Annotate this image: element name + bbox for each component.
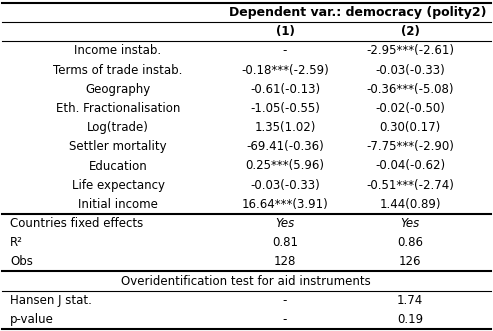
Text: Yes: Yes <box>400 217 420 230</box>
Text: 1.35(1.02): 1.35(1.02) <box>254 121 316 134</box>
Text: 126: 126 <box>399 256 421 268</box>
Text: Countries fixed effects: Countries fixed effects <box>10 217 143 230</box>
Text: Obs: Obs <box>10 256 33 268</box>
Text: Terms of trade instab.: Terms of trade instab. <box>53 64 183 76</box>
Text: Income instab.: Income instab. <box>74 44 162 58</box>
Text: 128: 128 <box>274 256 296 268</box>
Text: -2.95***(-2.61): -2.95***(-2.61) <box>366 44 454 58</box>
Text: p-value: p-value <box>10 313 54 326</box>
Text: (2): (2) <box>400 25 420 38</box>
Text: 0.30(0.17): 0.30(0.17) <box>380 121 441 134</box>
Text: 0.81: 0.81 <box>272 236 298 249</box>
Text: -0.02(-0.50): -0.02(-0.50) <box>375 102 445 115</box>
Text: 16.64***(3.91): 16.64***(3.91) <box>242 198 328 211</box>
Text: R²: R² <box>10 236 23 249</box>
Text: Eth. Fractionalisation: Eth. Fractionalisation <box>56 102 180 115</box>
Text: -0.04(-0.62): -0.04(-0.62) <box>375 160 445 172</box>
Text: -0.51***(-2.74): -0.51***(-2.74) <box>366 179 454 192</box>
Text: Geography: Geography <box>85 83 151 96</box>
Text: Life expectancy: Life expectancy <box>71 179 165 192</box>
Text: -0.61(-0.13): -0.61(-0.13) <box>250 83 320 96</box>
Text: Dependent var.: democracy (polity2): Dependent var.: democracy (polity2) <box>229 6 486 19</box>
Text: -0.03(-0.33): -0.03(-0.33) <box>250 179 320 192</box>
Text: -7.75***(-2.90): -7.75***(-2.90) <box>366 140 454 153</box>
Text: -69.41(-0.36): -69.41(-0.36) <box>246 140 324 153</box>
Text: Initial income: Initial income <box>78 198 158 211</box>
Text: -0.36***(-5.08): -0.36***(-5.08) <box>366 83 454 96</box>
Text: Yes: Yes <box>276 217 295 230</box>
Text: 0.19: 0.19 <box>397 313 423 326</box>
Text: 1.44(0.89): 1.44(0.89) <box>379 198 441 211</box>
Text: -: - <box>283 294 287 307</box>
Text: -0.18***(-2.59): -0.18***(-2.59) <box>241 64 329 76</box>
Text: (1): (1) <box>276 25 294 38</box>
Text: 0.25***(5.96): 0.25***(5.96) <box>246 160 324 172</box>
Text: Education: Education <box>89 160 147 172</box>
Text: -: - <box>283 44 287 58</box>
Text: 1.74: 1.74 <box>397 294 423 307</box>
Text: -0.03(-0.33): -0.03(-0.33) <box>375 64 445 76</box>
Text: -1.05(-0.55): -1.05(-0.55) <box>250 102 320 115</box>
Text: Overidentification test for aid instruments: Overidentification test for aid instrume… <box>121 274 371 288</box>
Text: -: - <box>283 313 287 326</box>
Text: Hansen J stat.: Hansen J stat. <box>10 294 92 307</box>
Text: Log(trade): Log(trade) <box>87 121 149 134</box>
Text: Settler mortality: Settler mortality <box>69 140 167 153</box>
Text: 0.86: 0.86 <box>397 236 423 249</box>
